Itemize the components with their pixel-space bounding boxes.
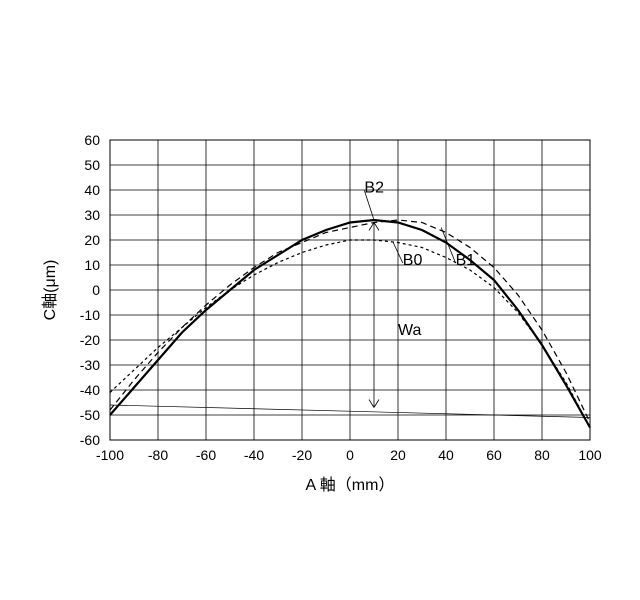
x-tick-label: 40 — [438, 447, 454, 463]
x-tick-label: -80 — [148, 447, 168, 463]
y-tick-label: -20 — [80, 332, 100, 348]
y-tick-label: 0 — [92, 282, 100, 298]
x-tick-label: -40 — [244, 447, 264, 463]
annotation-label: B1 — [456, 252, 476, 269]
x-tick-label: 100 — [578, 447, 602, 463]
y-tick-label: -40 — [80, 382, 100, 398]
y-tick-label: -50 — [80, 407, 100, 423]
annotation-label: Wa — [398, 322, 422, 339]
annotation-label: B2 — [364, 180, 384, 197]
annotation-label: B0 — [403, 252, 423, 269]
x-tick-label: -60 — [196, 447, 216, 463]
y-tick-label: -10 — [80, 307, 100, 323]
x-tick-label: -20 — [292, 447, 312, 463]
x-tick-label: -100 — [96, 447, 124, 463]
x-tick-label: 20 — [390, 447, 406, 463]
y-tick-label: 40 — [84, 182, 100, 198]
y-tick-label: 50 — [84, 157, 100, 173]
x-tick-label: 60 — [486, 447, 502, 463]
y-tick-label: 10 — [84, 257, 100, 273]
y-tick-label: 20 — [84, 232, 100, 248]
x-tick-label: 0 — [346, 447, 354, 463]
x-axis-title: A 軸（mm） — [306, 476, 395, 494]
c-vs-a-chart: -100-80-60-40-20020406080100-60-50-40-30… — [0, 0, 640, 600]
y-tick-label: 30 — [84, 207, 100, 223]
y-tick-label: -60 — [80, 432, 100, 448]
x-tick-label: 80 — [534, 447, 550, 463]
y-axis-title: C軸(μm) — [41, 260, 59, 321]
y-tick-label: -30 — [80, 357, 100, 373]
y-tick-label: 60 — [84, 132, 100, 148]
